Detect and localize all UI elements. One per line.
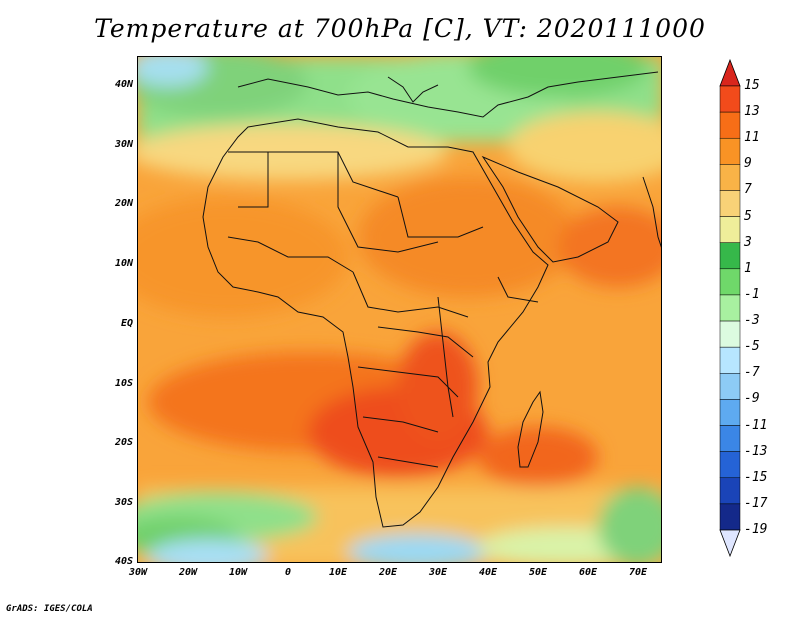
chart-title: Temperature at 700hPa [C], VT: 202011100… <box>94 14 706 43</box>
colorbar-label: 1 <box>744 260 752 276</box>
colorbar-band <box>719 137 741 165</box>
colorbar-band <box>719 477 741 505</box>
lon-tick-label: 40E <box>478 567 498 578</box>
colorbar-label: -5 <box>744 339 760 355</box>
lon-tick-label: 30W <box>128 567 148 578</box>
lon-tick-label: 10W <box>228 567 248 578</box>
colorbar-label: 5 <box>744 208 752 224</box>
lat-tick-label: 10S <box>114 378 133 389</box>
lat-tick-label: 20S <box>114 437 133 448</box>
colorbar-band <box>719 294 741 322</box>
colorbar-label: 9 <box>744 156 752 172</box>
colorbar-label: 11 <box>744 130 760 146</box>
temperature-map <box>137 56 662 563</box>
colorbar-label: -15 <box>744 469 768 485</box>
colorbar <box>719 58 741 558</box>
lat-tick-label: 40S <box>114 556 133 567</box>
lat-tick-label: 10N <box>114 258 133 269</box>
colorbar-band <box>719 373 741 400</box>
lat-tick-label: 20N <box>114 198 133 209</box>
colorbar-band <box>719 242 741 270</box>
colorbar-band <box>719 451 741 479</box>
colorbar-label: 15 <box>744 78 760 93</box>
colorbar-band <box>719 111 741 139</box>
credit-text: GrADS: IGES/COLA <box>6 604 93 614</box>
colorbar-band <box>719 399 741 426</box>
colorbar-label: 7 <box>744 182 752 198</box>
colorbar-label: -3 <box>744 313 760 329</box>
temperature-field-shading <box>138 57 661 562</box>
lon-tick-label: 0 <box>284 567 292 578</box>
colorbar-label: -17 <box>744 495 768 511</box>
colorbar-label: -1 <box>744 286 760 302</box>
colorbar-band <box>719 268 741 296</box>
colorbar-band <box>719 503 741 531</box>
lat-tick-label: 40N <box>114 79 133 90</box>
colorbar-label: -7 <box>744 365 760 381</box>
lat-tick-label: EQ <box>120 318 133 329</box>
colorbar-band <box>719 346 741 374</box>
coastlines <box>202 71 661 528</box>
colorbar-min-arrow <box>719 529 741 558</box>
lon-tick-label: 70E <box>628 567 648 578</box>
map-canvas <box>138 57 661 562</box>
lat-tick-label: 30S <box>114 497 133 508</box>
lon-tick-label: 10E <box>328 567 348 578</box>
colorbar-band <box>719 164 741 191</box>
colorbar-label: -11 <box>744 417 768 433</box>
colorbar-label: -19 <box>744 522 768 537</box>
lon-tick-label: 60E <box>578 567 598 578</box>
colorbar-band <box>719 190 741 217</box>
lat-tick-label: 30N <box>114 139 133 150</box>
lon-tick-label: 50E <box>528 567 548 578</box>
colorbar-band <box>719 425 741 452</box>
colorbar-max-arrow <box>719 58 741 87</box>
colorbar-label: 13 <box>744 104 760 120</box>
colorbar-label: 3 <box>744 234 752 250</box>
colorbar-label: -9 <box>744 391 760 407</box>
lon-tick-label: 30E <box>428 567 448 578</box>
colorbar-band <box>719 216 741 243</box>
lon-tick-label: 20E <box>378 567 398 578</box>
colorbar-label: -13 <box>744 443 768 459</box>
colorbar-band <box>719 85 741 113</box>
colorbar-band <box>719 320 741 348</box>
lon-tick-label: 20W <box>178 567 198 578</box>
